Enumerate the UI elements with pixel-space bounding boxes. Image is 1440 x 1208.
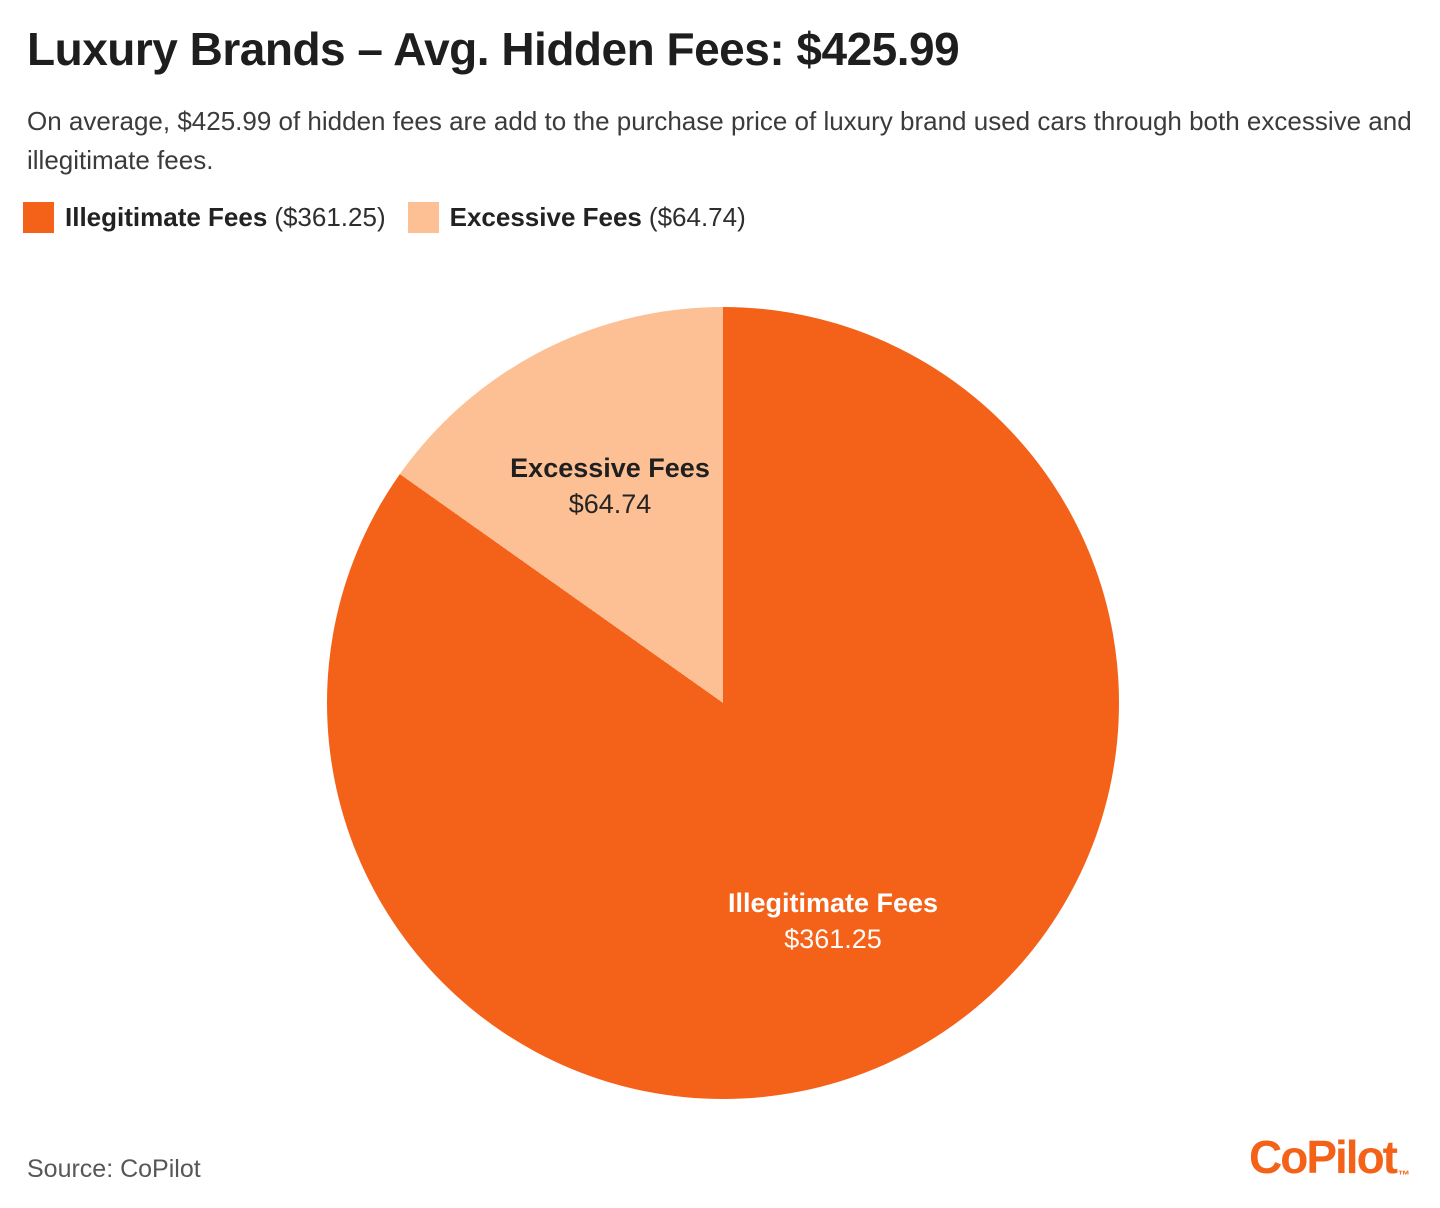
legend-swatch-excessive-fees	[407, 202, 439, 233]
legend-label-text: Illegitimate Fees	[65, 202, 268, 232]
chart-subtitle: On average, $425.99 of hidden fees are a…	[27, 106, 1412, 175]
legend-swatch-illegitimate-fees	[23, 202, 54, 233]
copilot-logo-text: CoPilot	[1249, 1131, 1398, 1183]
pie-slice-label-illegitimate-fees: Illegitimate Fees $361.25	[728, 885, 938, 957]
pie-chart: Excessive Fees $64.74 Illegitimate Fees …	[327, 307, 1119, 1099]
legend-item-excessive-fees: Excessive Fees ($64.74)	[407, 202, 746, 233]
legend-value-text: ($64.74)	[648, 202, 746, 232]
slice-name: Illegitimate Fees	[727, 888, 939, 918]
legend: Illegitimate Fees ($361.25) Excessive Fee…	[23, 202, 746, 233]
legend-value-text: ($361.25)	[274, 202, 386, 232]
slice-name: Excessive Fees	[510, 453, 710, 483]
copilot-logo: CoPilot ™	[1249, 1130, 1410, 1184]
legend-item-illegitimate-fees: Illegitimate Fees ($361.25)	[23, 202, 386, 233]
source-text: Source: CoPilot	[27, 1155, 201, 1183]
legend-label-excessive-fees: Excessive Fees ($64.74)	[450, 202, 746, 233]
legend-label-text: Excessive Fees	[449, 202, 642, 232]
page-title: Luxury Brands – Avg. Hidden Fees: $425.9…	[27, 23, 960, 75]
trademark-symbol: ™	[1398, 1168, 1410, 1182]
legend-label-illegitimate-fees: Illegitimate Fees ($361.25)	[65, 202, 386, 233]
slice-value: $64.74	[568, 489, 652, 519]
pie-slice-label-excessive-fees: Excessive Fees $64.74	[510, 450, 710, 522]
slice-value: $361.25	[784, 924, 882, 954]
